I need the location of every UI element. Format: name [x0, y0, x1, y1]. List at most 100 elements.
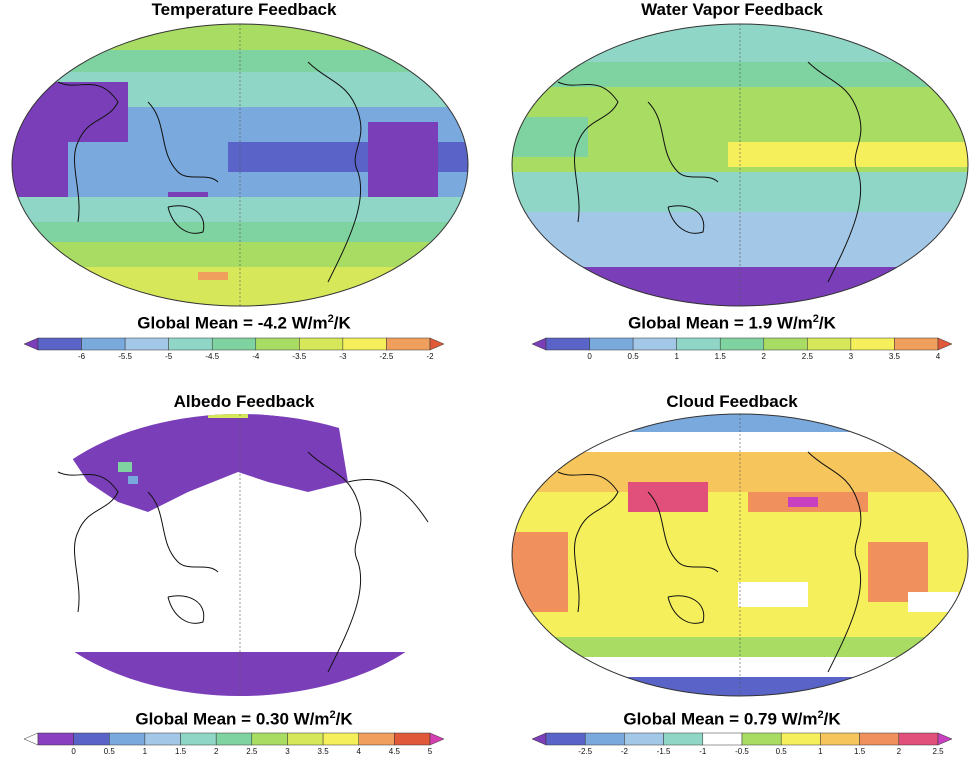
colorbar: -6-5.5-5-4.5-4-3.5-3-2.5-2-1.5 [24, 337, 444, 361]
colorbar-tick-label: 0 [71, 747, 76, 756]
colorbar-tick-label: 2 [214, 747, 219, 756]
panel-title: Cloud Feedback [666, 392, 798, 411]
global-mean-label: Global Mean = 0.79 W/m2/K [623, 709, 841, 729]
colorbar-segment [898, 732, 939, 746]
map-water-vapor [511, 23, 969, 307]
colorbar-segment [859, 732, 900, 746]
colorbar-segment [37, 732, 74, 746]
colorbar-tick-label: 0.5 [104, 747, 116, 756]
colorbar-tick-label: 5 [428, 747, 433, 756]
colorbar-segment [719, 337, 765, 351]
colorbar-segment [180, 732, 217, 746]
colorbar-segment [589, 337, 634, 351]
colorbar-segment [820, 732, 860, 746]
colorbar-segment [215, 732, 253, 746]
colorbar-tick-label: -0.5 [735, 747, 749, 756]
colorbar-extend-high [429, 732, 444, 746]
colorbar-tick-label: 1 [674, 352, 679, 361]
colorbar-tick-label: -2 [621, 747, 629, 756]
panel-title: Water Vapor Feedback [641, 0, 823, 19]
colorbar-tick-label: -4.5 [205, 352, 219, 361]
colorbar-tick-label: 4 [936, 352, 941, 361]
colorbar-segment [299, 337, 344, 351]
colorbar-extend-low [24, 337, 39, 351]
colorbar-segment [287, 732, 324, 746]
colorbar-segment [663, 732, 704, 746]
colorbar-segment [358, 732, 395, 746]
colorbar-segment [545, 337, 590, 351]
panel-water-vapor-feedback: Water Vapor Feedback Global Mean = 1.9 W… [488, 0, 976, 380]
colorbar-tick-label: 2 [897, 747, 902, 756]
colorbar-segment [780, 732, 821, 746]
colorbar-segment [81, 337, 126, 351]
colorbar-extend-high [937, 732, 952, 746]
colorbar: 00.511.522.533.544.555.5 [24, 732, 444, 756]
colorbar-segment [144, 732, 181, 746]
panel-title: Temperature Feedback [151, 0, 337, 19]
map-albedo [12, 414, 468, 696]
colorbar-tick-label: -4 [252, 352, 260, 361]
colorbar-tick-label: 1 [143, 747, 148, 756]
colorbar-extend-low [532, 732, 547, 746]
colorbar-tick-label: 4 [357, 747, 362, 756]
colorbar-extend-low [532, 337, 547, 351]
colorbar-segment [386, 337, 431, 351]
colorbar-tick-label: 1 [818, 747, 823, 756]
global-mean-label: Global Mean = -4.2 W/m2/K [137, 313, 351, 333]
colorbar-tick-label: -2.5 [578, 747, 592, 756]
colorbar-segment [109, 732, 146, 746]
colorbar-tick-label: -3.5 [292, 352, 306, 361]
colorbar-segment [763, 337, 808, 351]
colorbar-extend-high [937, 337, 952, 351]
colorbar-tick-label: 0.5 [628, 352, 640, 361]
colorbar-segment [545, 732, 586, 746]
colorbar-tick-label: 1.5 [715, 352, 727, 361]
colorbar-tick-label: 3.5 [889, 352, 901, 361]
colorbar-segment [624, 732, 664, 746]
colorbar-segment [702, 732, 743, 746]
colorbar-tick-label: -2.5 [380, 352, 394, 361]
colorbar-segment [584, 732, 625, 746]
colorbar-tick-label: 2.5 [932, 747, 944, 756]
colorbar: 00.511.522.533.544.5 [532, 337, 952, 361]
map-cloud [511, 413, 969, 697]
colorbar: -2.5 -2 -1.5 -1 -0.5 0.5 1 1.5 2 2.5 [532, 732, 952, 756]
colorbar-tick-label: 2.5 [246, 747, 258, 756]
panel-title: Albedo Feedback [173, 392, 315, 411]
panel-albedo-feedback: Albedo Feedback Global Mean = 0.30 W/m2/… [0, 380, 488, 760]
colorbar-tick-label: 4.5 [389, 747, 401, 756]
colorbar-segment [850, 337, 895, 351]
colorbar-segment [255, 337, 300, 351]
colorbar-tick-label: 2.5 [802, 352, 814, 361]
colorbar-segment [632, 337, 677, 351]
colorbar-segment [124, 337, 169, 351]
colorbar-tick-label: 0.5 [776, 747, 788, 756]
panel-temperature-feedback: Temperature Feedback [0, 0, 488, 380]
colorbar-segment [394, 732, 431, 746]
colorbar-tick-label: -5.5 [118, 352, 132, 361]
global-mean-label: Global Mean = 1.9 W/m2/K [628, 313, 836, 333]
colorbar-tick-label: 0 [587, 352, 592, 361]
colorbar-segment [322, 732, 359, 746]
colorbar-segment [211, 337, 257, 351]
map-temperature [11, 23, 469, 307]
colorbar-tick-label: -1 [699, 747, 707, 756]
colorbar-segment [676, 337, 721, 351]
colorbar-tick-label: 1.5 [175, 747, 187, 756]
colorbar-segment [807, 337, 852, 351]
colorbar-segment [37, 337, 82, 351]
colorbar-segment [741, 732, 782, 746]
colorbar-tick-label: 3 [285, 747, 290, 756]
colorbar-tick-label: 3.5 [318, 747, 330, 756]
colorbar-segment [73, 732, 110, 746]
colorbar-segment [168, 337, 213, 351]
colorbar-tick-label: 3 [849, 352, 854, 361]
colorbar-segment [251, 732, 288, 746]
colorbar-extend-low [24, 732, 39, 746]
colorbar-tick-label: 2 [762, 352, 767, 361]
colorbar-tick-label: -3 [339, 352, 347, 361]
colorbar-tick-label: -6 [78, 352, 86, 361]
colorbar-tick-label: -2 [426, 352, 434, 361]
panel-cloud-feedback: Cloud Feedback Global Mean [488, 380, 976, 760]
colorbar-segment [894, 337, 939, 351]
